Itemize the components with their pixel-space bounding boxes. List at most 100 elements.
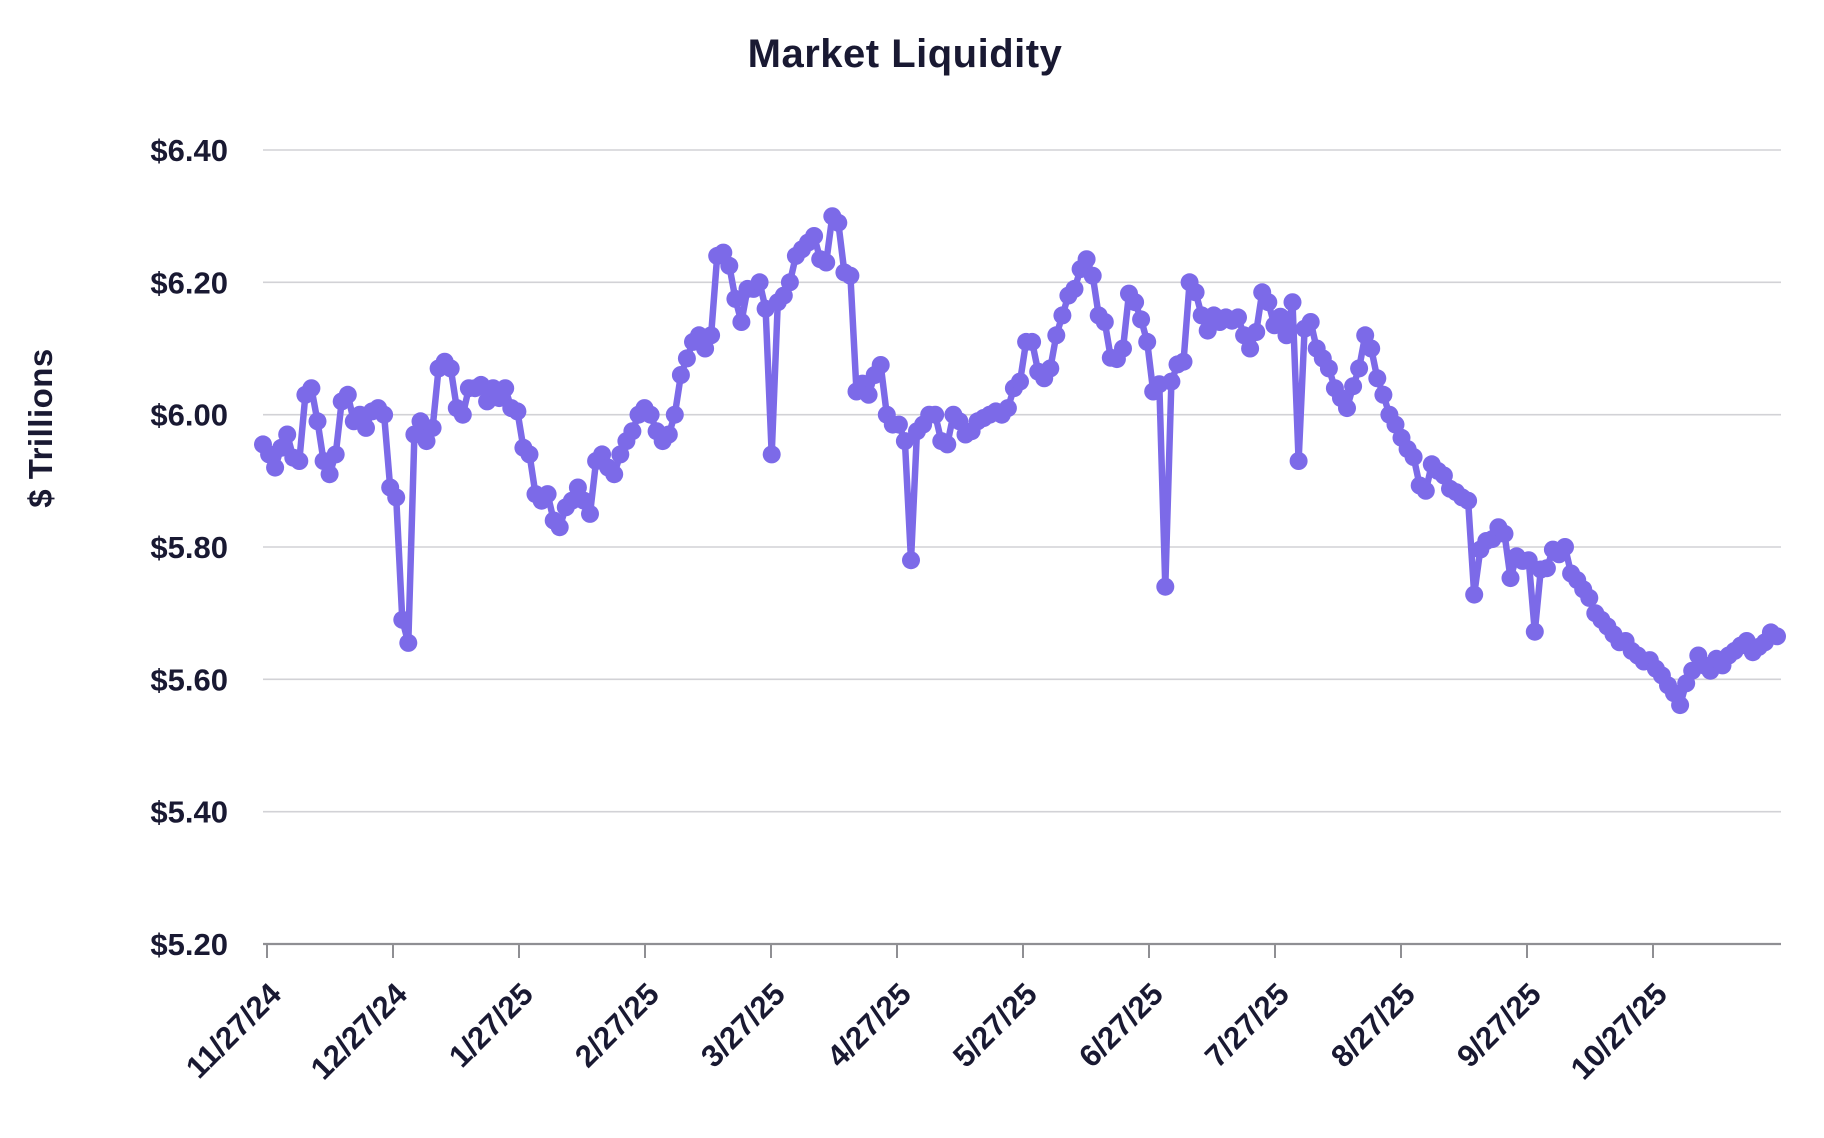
data-point — [1495, 524, 1514, 543]
data-point — [1047, 326, 1066, 345]
data-point — [671, 366, 690, 384]
data-point — [520, 445, 539, 464]
data-point — [677, 349, 696, 368]
data-point — [1671, 696, 1690, 715]
data-point — [375, 405, 394, 424]
data-point — [762, 445, 781, 464]
y-tick-label: $5.60 — [150, 662, 228, 697]
data-point — [1053, 306, 1072, 325]
data-point — [720, 256, 739, 275]
data-point — [1768, 627, 1786, 646]
data-point — [266, 458, 285, 477]
data-point — [1344, 377, 1363, 396]
data-point — [926, 405, 945, 424]
data-point — [859, 385, 878, 404]
data-point — [1271, 307, 1290, 326]
data-point — [1162, 372, 1181, 391]
data-point — [1041, 359, 1060, 378]
data-point — [726, 289, 745, 308]
data-point — [1095, 313, 1114, 331]
data-point — [1338, 399, 1356, 418]
data-point — [1229, 308, 1247, 327]
data-point — [1277, 326, 1296, 345]
data-point — [1241, 339, 1260, 358]
data-point — [1289, 452, 1308, 470]
data-point — [750, 273, 769, 292]
y-tick-label: $5.40 — [150, 795, 228, 830]
data-point — [895, 432, 914, 451]
data-point — [889, 415, 908, 434]
data-point — [1368, 369, 1387, 388]
data-point — [326, 445, 345, 464]
data-point — [1465, 585, 1484, 604]
data-point — [1374, 385, 1393, 404]
data-point — [357, 418, 375, 437]
data-point — [871, 356, 890, 374]
data-point — [538, 485, 557, 504]
data-point — [290, 452, 309, 470]
data-point — [1350, 359, 1369, 378]
data-point — [641, 405, 660, 424]
data-point — [453, 405, 472, 424]
data-point — [1132, 310, 1151, 329]
data-point — [1556, 538, 1574, 556]
data-point — [1126, 293, 1145, 312]
y-tick-label: $5.20 — [150, 927, 228, 962]
data-point — [508, 402, 527, 421]
data-point — [399, 633, 418, 652]
data-point — [1525, 622, 1544, 641]
data-point — [581, 504, 599, 523]
data-point — [320, 465, 339, 484]
data-point — [387, 488, 406, 507]
data-point — [550, 518, 569, 537]
data-point — [338, 385, 357, 404]
data-point — [702, 326, 721, 345]
data-point — [902, 551, 920, 570]
data-point — [441, 359, 460, 378]
data-point — [829, 213, 848, 232]
data-point — [938, 435, 957, 454]
data-point — [817, 253, 836, 272]
data-point — [1114, 339, 1132, 358]
data-point — [302, 379, 321, 398]
data-point — [1319, 359, 1338, 378]
data-point — [1138, 332, 1157, 351]
data-point — [1501, 569, 1520, 588]
data-point — [1416, 481, 1435, 500]
data-point — [998, 399, 1017, 418]
data-point — [1186, 283, 1205, 302]
data-point — [805, 227, 824, 245]
data-point — [1459, 491, 1478, 510]
data-point — [1247, 323, 1266, 341]
data-point — [732, 313, 751, 331]
data-point — [1404, 448, 1423, 466]
data-point — [423, 418, 442, 437]
y-tick-label: $6.40 — [150, 133, 228, 168]
data-point — [659, 425, 678, 444]
data-point — [278, 425, 297, 444]
y-tick-label: $6.00 — [150, 398, 228, 433]
data-point — [496, 379, 515, 398]
data-series-layer — [254, 207, 1786, 715]
data-point — [780, 273, 799, 292]
data-point — [1174, 352, 1193, 371]
data-point — [1283, 293, 1302, 312]
data-point — [1362, 339, 1381, 358]
chart-title: Market Liquidity — [748, 32, 1063, 76]
data-point — [393, 610, 412, 629]
data-point — [1259, 293, 1278, 312]
data-point — [665, 405, 684, 424]
data-point — [1011, 372, 1029, 391]
data-point — [605, 465, 624, 484]
data-point — [1077, 250, 1096, 269]
data-point — [1083, 266, 1102, 285]
y-axis-title: $ Trillions — [22, 348, 59, 508]
data-point — [308, 412, 327, 431]
data-point — [623, 422, 642, 441]
data-point — [1065, 279, 1084, 298]
data-point — [1537, 559, 1556, 578]
y-tick-label: $6.20 — [150, 265, 228, 300]
data-point — [1023, 332, 1042, 351]
